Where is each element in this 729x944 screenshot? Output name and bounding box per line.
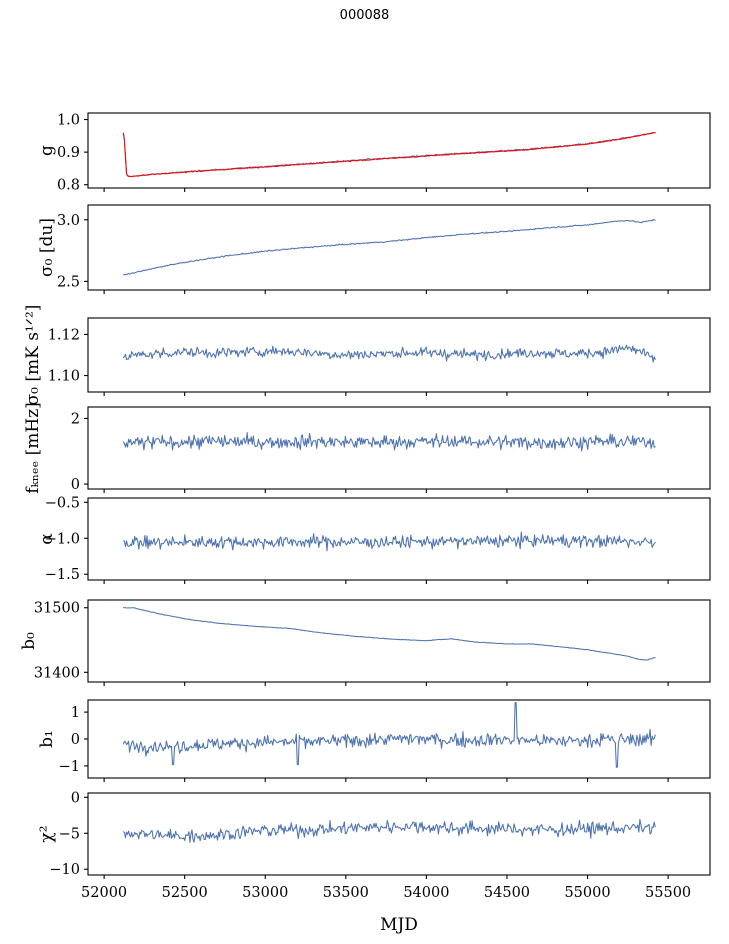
series-alpha — [122, 531, 656, 552]
y-tick-label: 31400 — [34, 665, 80, 681]
y-tick-label: 0 — [71, 477, 80, 493]
y-axis-label-sigma0_du: σ₀ [du] — [37, 218, 57, 277]
y-tick-label: 0.8 — [57, 178, 80, 194]
x-tick-label: 52000 — [81, 885, 127, 901]
panel-b0: 31400 31500 b₀ — [19, 599, 711, 686]
y-axis-label-sigma0_mK: σ₀ [mK s¹ᐟ²] — [23, 305, 43, 406]
x-tick-label: 53000 — [242, 885, 288, 901]
figure-title: 000088 — [339, 8, 390, 23]
y-axis-label-b1: b₁ — [37, 730, 57, 748]
panel-fknee: 0 2 fₖₙₑₑ [mHz] — [23, 402, 711, 494]
x-tick-label: 52500 — [162, 885, 208, 901]
series-g — [122, 131, 656, 178]
y-tick-label: −1.0 — [45, 531, 80, 547]
y-tick-label: 0 — [71, 790, 80, 806]
series-sigma0_du — [122, 218, 656, 276]
x-axis-label: MJD — [380, 915, 418, 935]
y-axis-label-chi2: χ² — [37, 825, 57, 842]
y-tick-label: −5 — [59, 826, 80, 842]
panel-b1: −1 0 1 b₁ — [37, 699, 711, 782]
panel-gain: 0.8 0.9 1.0 g — [37, 112, 711, 194]
y-axis-label-b0: b₀ — [19, 632, 39, 650]
panel-frame — [87, 112, 711, 189]
y-axis-label-gain: g — [37, 145, 57, 156]
series-fknee — [122, 432, 656, 452]
y-tick-label: 3.0 — [57, 213, 80, 229]
y-tick-label: −1 — [59, 759, 80, 775]
y-tick-label: 1.0 — [57, 113, 80, 129]
series-g_fit — [122, 132, 656, 178]
panel-sigma0_du: 2.5 3.0σ₀ [du] — [37, 204, 711, 294]
panel-frame — [87, 204, 711, 291]
y-axis-label-alpha: α — [37, 533, 57, 545]
panel-frame — [87, 406, 711, 490]
panel-frame — [87, 497, 711, 581]
panel-alpha: −0.5 −1.0 −1.5 α — [37, 495, 711, 584]
x-tick-label: 53500 — [323, 885, 369, 901]
y-tick-label: 0 — [71, 732, 80, 748]
panel-frame — [87, 792, 711, 876]
y-tick-label: −1.5 — [45, 567, 80, 583]
x-tick-label: 55000 — [564, 885, 610, 901]
y-tick-label: 31500 — [34, 601, 80, 617]
x-tick-label: 55500 — [645, 885, 691, 901]
y-tick-label: 1 — [71, 705, 80, 721]
series-chi2 — [122, 818, 656, 843]
y-tick-label: 1.10 — [48, 369, 80, 385]
y-tick-label: −0.5 — [45, 495, 80, 511]
y-tick-label: 2 — [71, 411, 80, 427]
series-b1 — [122, 702, 656, 768]
y-axis-label-fknee: fₖₙₑₑ [mHz] — [23, 402, 43, 494]
y-tick-label: 1.12 — [48, 327, 80, 343]
series-sigma0_mK — [122, 344, 656, 363]
panel-sigma0_mK: 1.10 1.12 σ₀ [mK s¹ᐟ²] — [23, 305, 711, 406]
y-tick-label: 2.5 — [57, 274, 80, 290]
series-b0 — [122, 607, 656, 661]
panel-frame — [87, 317, 711, 393]
panel-frame — [87, 599, 711, 683]
x-tick-label: 54000 — [403, 885, 449, 901]
y-tick-label: 0.9 — [57, 145, 80, 161]
x-tick-label: 54500 — [484, 885, 530, 901]
y-tick-label: −10 — [49, 862, 80, 878]
